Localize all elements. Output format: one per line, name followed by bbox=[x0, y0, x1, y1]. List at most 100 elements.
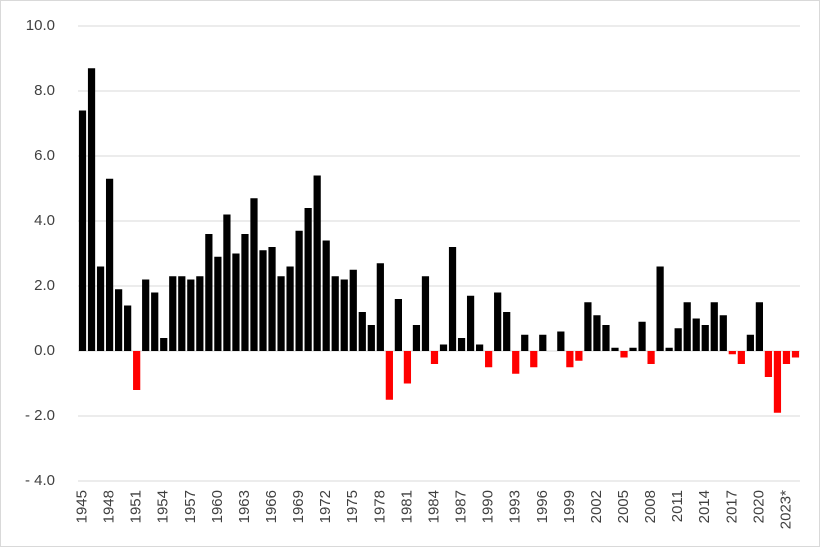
bar bbox=[566, 351, 574, 368]
bar bbox=[349, 269, 357, 351]
bar bbox=[78, 110, 87, 351]
bar bbox=[692, 318, 700, 351]
bar bbox=[512, 351, 520, 374]
bar bbox=[764, 351, 773, 377]
bar bbox=[674, 328, 682, 351]
bar bbox=[782, 351, 791, 364]
x-tick-label: 1999 bbox=[561, 490, 578, 523]
bar bbox=[331, 276, 339, 351]
bar bbox=[701, 325, 709, 351]
bar bbox=[322, 240, 330, 351]
bar bbox=[719, 315, 727, 351]
bar bbox=[205, 234, 213, 351]
x-tick-label: 2020 bbox=[750, 490, 767, 523]
bar bbox=[665, 347, 673, 351]
bar bbox=[96, 266, 105, 351]
bar bbox=[358, 312, 366, 351]
x-tick-label: 2017 bbox=[723, 490, 740, 523]
bar bbox=[737, 351, 745, 364]
bar bbox=[791, 351, 800, 358]
bar bbox=[232, 253, 240, 351]
bar bbox=[647, 351, 655, 364]
bar bbox=[304, 208, 312, 351]
y-tick-label: 8.0 bbox=[34, 82, 55, 99]
bar bbox=[268, 247, 276, 351]
y-tick-label: - 4.0 bbox=[25, 472, 55, 489]
bar bbox=[376, 263, 384, 351]
bar bbox=[340, 279, 348, 351]
bar bbox=[557, 331, 565, 351]
bar bbox=[87, 68, 96, 351]
bar bbox=[620, 351, 628, 358]
bar bbox=[457, 338, 466, 351]
bar bbox=[277, 276, 285, 351]
y-tick-label: 6.0 bbox=[34, 147, 55, 164]
bar bbox=[539, 334, 547, 351]
bar bbox=[178, 276, 186, 351]
bar bbox=[439, 344, 448, 351]
x-tick-label: 1972 bbox=[317, 490, 334, 523]
bar bbox=[250, 198, 258, 351]
x-tick-label: 1978 bbox=[371, 490, 388, 523]
bar bbox=[286, 266, 294, 351]
bar bbox=[394, 299, 402, 351]
bar bbox=[448, 247, 457, 351]
bar bbox=[223, 214, 231, 351]
y-tick-label: 10.0 bbox=[26, 17, 55, 34]
x-tick-label: 1960 bbox=[209, 490, 226, 523]
x-tick-label: 2011 bbox=[669, 490, 686, 522]
x-tick-label: 1954 bbox=[155, 490, 172, 523]
x-tick-label: 1993 bbox=[507, 490, 524, 523]
bar bbox=[313, 175, 321, 351]
bar bbox=[214, 256, 222, 351]
x-tick-label: 1957 bbox=[182, 490, 199, 523]
x-tick-label: 1951 bbox=[128, 490, 145, 523]
bar bbox=[412, 325, 421, 351]
bar bbox=[259, 250, 267, 351]
bar bbox=[476, 344, 484, 351]
y-tick-label: - 2.0 bbox=[25, 407, 55, 424]
bar bbox=[133, 351, 141, 390]
bar bbox=[584, 302, 592, 351]
bar bbox=[403, 351, 412, 384]
bar bbox=[530, 351, 538, 368]
x-tick-label: 1996 bbox=[534, 490, 551, 523]
bar bbox=[638, 321, 646, 351]
bar bbox=[575, 351, 583, 361]
bar bbox=[710, 302, 718, 351]
x-tick-label: 1948 bbox=[101, 490, 118, 523]
bar bbox=[466, 295, 475, 351]
x-tick-label: 2014 bbox=[696, 490, 713, 523]
bar bbox=[385, 351, 393, 400]
bar bbox=[430, 351, 439, 364]
bar bbox=[241, 234, 249, 351]
bar bbox=[295, 230, 303, 351]
bar bbox=[115, 289, 123, 351]
bar bbox=[593, 315, 601, 351]
bar bbox=[755, 302, 763, 351]
bar bbox=[151, 292, 159, 351]
bar bbox=[142, 279, 150, 351]
bar bbox=[602, 325, 610, 351]
x-tick-label: 1984 bbox=[425, 490, 442, 523]
bar bbox=[494, 292, 502, 351]
bar bbox=[160, 338, 168, 351]
bar bbox=[105, 178, 114, 351]
y-tick-label: 0.0 bbox=[34, 342, 55, 359]
bar bbox=[773, 351, 782, 413]
y-tick-label: 4.0 bbox=[34, 212, 55, 229]
bar bbox=[367, 325, 375, 351]
bar bbox=[629, 347, 637, 351]
x-tick-label: 1963 bbox=[236, 490, 253, 523]
bar bbox=[187, 279, 195, 351]
x-tick-label: 2008 bbox=[642, 490, 659, 523]
x-tick-label: 1966 bbox=[263, 490, 280, 523]
bar bbox=[503, 312, 511, 351]
x-tick-label: 2023* bbox=[777, 490, 794, 529]
x-tick-label: 1969 bbox=[290, 490, 307, 523]
x-tick-label: 1990 bbox=[480, 490, 497, 523]
x-tick-label: 1975 bbox=[344, 490, 361, 523]
bar bbox=[683, 302, 691, 351]
bar bbox=[746, 334, 754, 351]
x-tick-label: 1987 bbox=[453, 490, 470, 523]
